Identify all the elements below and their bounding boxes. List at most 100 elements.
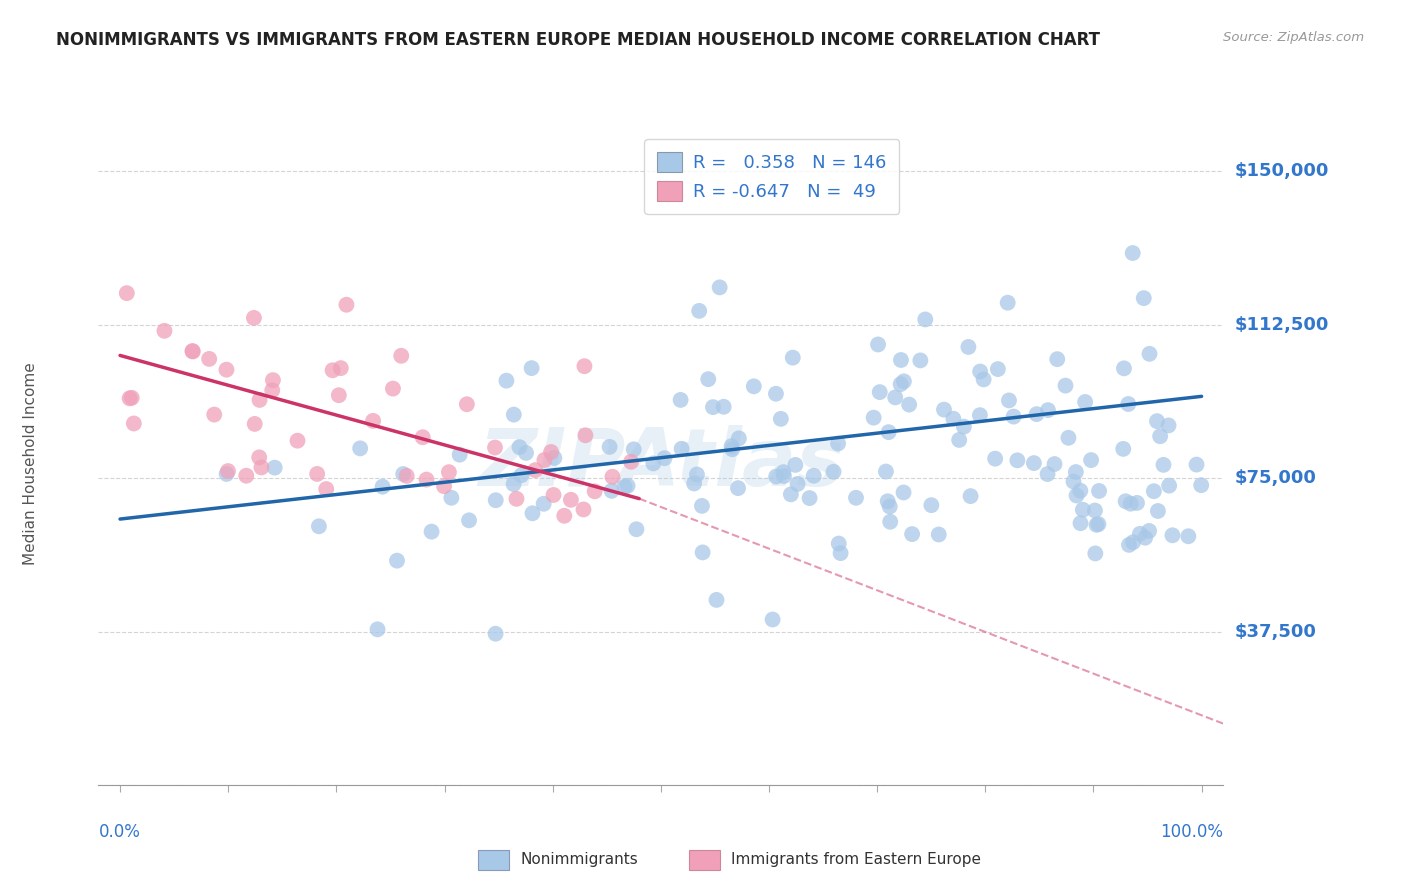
Point bbox=[1118, 538, 1140, 552]
Point bbox=[654, 451, 676, 466]
Point bbox=[1137, 524, 1160, 538]
Point bbox=[560, 492, 582, 507]
Point bbox=[761, 613, 783, 627]
Point bbox=[583, 484, 606, 499]
Point bbox=[381, 382, 404, 396]
Point bbox=[720, 439, 742, 453]
Point bbox=[868, 337, 890, 351]
Point bbox=[458, 513, 481, 527]
Point bbox=[1064, 465, 1087, 479]
Point bbox=[1115, 494, 1137, 508]
Point bbox=[1139, 347, 1161, 361]
Point bbox=[1088, 483, 1111, 498]
Point bbox=[643, 457, 665, 471]
Point bbox=[1084, 503, 1107, 517]
Point bbox=[243, 417, 266, 431]
Text: NONIMMIGRANTS VS IMMIGRANTS FROM EASTERN EUROPE MEDIAN HOUSEHOLD INCOME CORRELAT: NONIMMIGRANTS VS IMMIGRANTS FROM EASTERN… bbox=[56, 31, 1101, 49]
Point bbox=[914, 312, 936, 326]
Point bbox=[181, 344, 204, 359]
Point bbox=[395, 469, 418, 483]
Point bbox=[782, 351, 804, 365]
Point bbox=[1185, 458, 1208, 472]
Point bbox=[1157, 418, 1180, 433]
Point bbox=[1084, 546, 1107, 560]
Point bbox=[1007, 453, 1029, 467]
Point bbox=[1159, 478, 1181, 492]
Point bbox=[1087, 517, 1109, 532]
Point bbox=[901, 527, 924, 541]
Point bbox=[620, 455, 643, 469]
Point bbox=[984, 451, 1007, 466]
Point bbox=[1022, 456, 1045, 470]
Point bbox=[1177, 529, 1199, 543]
Point bbox=[572, 502, 595, 516]
Point bbox=[420, 524, 443, 539]
Point bbox=[367, 623, 389, 637]
Point bbox=[1147, 504, 1170, 518]
Point bbox=[574, 428, 596, 442]
Point bbox=[543, 450, 565, 465]
Point bbox=[456, 397, 478, 411]
Point bbox=[115, 286, 138, 301]
Point bbox=[1161, 528, 1184, 542]
Point bbox=[910, 353, 932, 368]
Point bbox=[1116, 397, 1139, 411]
Point bbox=[876, 494, 898, 508]
Point bbox=[890, 353, 912, 368]
Point bbox=[1036, 403, 1059, 417]
Point bbox=[823, 465, 845, 479]
Point bbox=[412, 430, 434, 444]
Point bbox=[287, 434, 309, 448]
Point bbox=[942, 411, 965, 425]
Point bbox=[1046, 352, 1069, 367]
Point bbox=[1153, 458, 1175, 472]
Point bbox=[686, 467, 709, 482]
Point bbox=[692, 545, 714, 559]
Point bbox=[706, 593, 728, 607]
Point bbox=[616, 479, 638, 493]
Point bbox=[247, 450, 270, 465]
Text: ZIPAtlas: ZIPAtlas bbox=[478, 425, 844, 503]
Text: 100.0%: 100.0% bbox=[1160, 823, 1223, 841]
Point bbox=[830, 546, 852, 560]
Point bbox=[484, 626, 506, 640]
Point bbox=[772, 465, 794, 479]
Point bbox=[215, 362, 238, 376]
Point bbox=[721, 442, 744, 457]
Point bbox=[879, 515, 901, 529]
Point bbox=[786, 476, 808, 491]
Point bbox=[785, 458, 807, 472]
Point bbox=[1002, 409, 1025, 424]
Point bbox=[697, 372, 720, 386]
Point bbox=[959, 489, 981, 503]
Point bbox=[385, 554, 408, 568]
Point bbox=[1122, 535, 1144, 549]
Point bbox=[1085, 517, 1108, 532]
Point bbox=[263, 460, 285, 475]
Point bbox=[845, 491, 868, 505]
Point bbox=[671, 442, 693, 456]
Point bbox=[508, 440, 530, 454]
Text: Source: ZipAtlas.com: Source: ZipAtlas.com bbox=[1223, 31, 1364, 45]
Point bbox=[361, 414, 384, 428]
Point bbox=[495, 374, 517, 388]
Point bbox=[1071, 503, 1094, 517]
Point bbox=[690, 499, 713, 513]
Point bbox=[623, 442, 645, 457]
Text: Median Household Income: Median Household Income bbox=[24, 362, 38, 566]
Point bbox=[449, 448, 471, 462]
Point bbox=[973, 372, 995, 386]
Point bbox=[600, 483, 623, 498]
Point bbox=[437, 465, 460, 479]
Point bbox=[683, 476, 706, 491]
Point bbox=[898, 398, 921, 412]
Point bbox=[315, 482, 337, 496]
Point bbox=[574, 359, 596, 374]
Point bbox=[869, 385, 891, 400]
Legend: R =   0.358   N = 146, R = -0.647   N =  49: R = 0.358 N = 146, R = -0.647 N = 49 bbox=[644, 139, 900, 214]
Point bbox=[728, 431, 751, 445]
Text: $75,000: $75,000 bbox=[1234, 469, 1316, 487]
Point bbox=[415, 473, 437, 487]
Point bbox=[215, 467, 238, 481]
Point bbox=[153, 324, 176, 338]
